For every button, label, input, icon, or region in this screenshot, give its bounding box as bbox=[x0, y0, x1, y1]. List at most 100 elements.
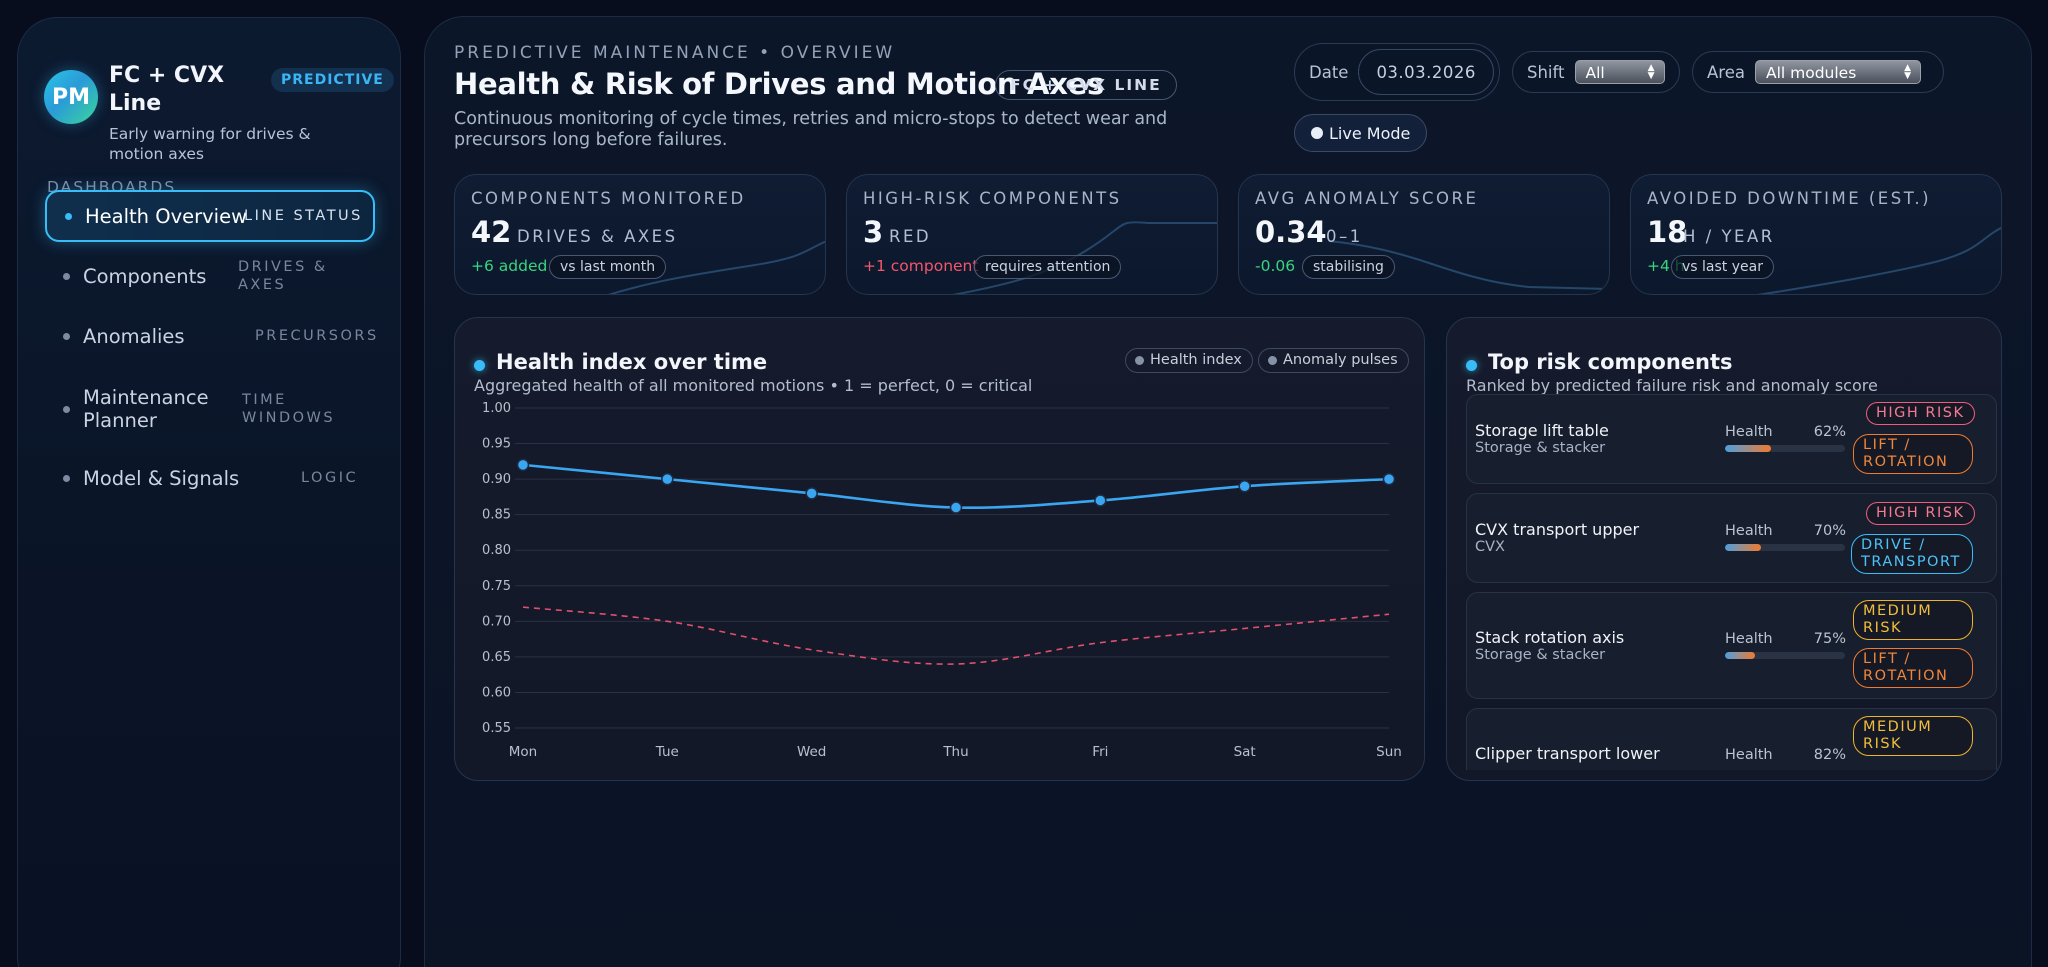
select-arrows-icon: ▲ ▼ bbox=[1647, 63, 1655, 81]
health-label: Health bbox=[1725, 424, 1773, 440]
health-index-point bbox=[1238, 479, 1251, 493]
active-dot-icon bbox=[65, 212, 72, 220]
component-area: Storage & stacker bbox=[1475, 647, 1606, 663]
risk-panel-subtitle: Ranked by predicted failure risk and ano… bbox=[1466, 376, 1878, 395]
sidebar-item-label: Maintenance Planner bbox=[83, 386, 209, 432]
panel-status-dot-icon bbox=[1466, 360, 1477, 371]
component-name: Clipper transport lower bbox=[1475, 744, 1660, 763]
risk-level-badge: MEDIUM RISK bbox=[1853, 716, 1973, 756]
bullet-icon bbox=[63, 405, 70, 413]
health-bar bbox=[1725, 652, 1845, 659]
kpi-comparison-chip: stabilising bbox=[1302, 255, 1395, 279]
sidebar-item-model-signals[interactable]: Model & Signals LOGIC bbox=[45, 452, 375, 504]
date-label: Date bbox=[1309, 62, 1349, 82]
live-mode-toggle[interactable]: Live Mode bbox=[1294, 114, 1428, 152]
kpi-comparison-chip: requires attention bbox=[974, 255, 1122, 279]
health-label: Health bbox=[1725, 523, 1773, 539]
legend-health-index[interactable]: Health index bbox=[1125, 348, 1253, 373]
health-label: Health bbox=[1725, 747, 1773, 763]
health-percent: 82% bbox=[1813, 747, 1846, 763]
x-tick-label: Wed bbox=[797, 744, 826, 760]
sidebar-item-label: Components bbox=[83, 264, 207, 288]
kpi-sparkline bbox=[952, 221, 1217, 294]
y-tick-label: 0.65 bbox=[482, 650, 511, 665]
line-badge: FC + CVX LINE bbox=[995, 70, 1177, 100]
health-bar bbox=[1725, 445, 1845, 452]
sidebar-item-label: Anomalies bbox=[83, 324, 185, 348]
health-index-point bbox=[805, 487, 818, 500]
bullet-icon bbox=[63, 332, 70, 340]
bullet-icon bbox=[63, 272, 70, 280]
sidebar-item-anomalies[interactable]: Anomalies PRECURSORS bbox=[45, 310, 376, 362]
risk-list-item[interactable]: CVX transport upper CVX Health 70% HIGH … bbox=[1466, 493, 1997, 583]
legend-anomaly-pulses[interactable]: Anomaly pulses bbox=[1258, 348, 1409, 373]
legend-label: Health index bbox=[1150, 352, 1242, 368]
sidebar-item-tag: TIME WINDOWS bbox=[242, 392, 336, 426]
health-panel-subtitle: Aggregated health of all monitored motio… bbox=[474, 376, 1033, 395]
kpi-label: AVOIDED DOWNTIME (EST.) bbox=[1647, 189, 1932, 208]
health-index-point bbox=[661, 472, 674, 486]
x-tick-label: Sun bbox=[1376, 744, 1402, 760]
kpi-high-risk-components: HIGH-RISK COMPONENTS 3 RED +1 component … bbox=[846, 174, 1218, 295]
panel-status-dot-icon bbox=[474, 360, 485, 371]
component-name: Storage lift table bbox=[1475, 421, 1609, 440]
component-name: Stack rotation axis bbox=[1475, 628, 1625, 647]
area-select[interactable]: All modules ▲ ▼ bbox=[1754, 60, 1921, 84]
kpi-sparkline bbox=[1328, 240, 1609, 290]
category-badge: LIFT / ROTATION bbox=[1853, 434, 1973, 474]
sidebar-item-tag: LOGIC bbox=[301, 470, 359, 486]
x-tick-label: Fri bbox=[1092, 744, 1108, 760]
select-arrows-icon: ▲ ▼ bbox=[1904, 63, 1911, 81]
health-index-chart: 1.00 0.95 0.90 0.85 0.80 0.75 0.70 0.65 0.60 0.55… bbox=[482, 401, 1402, 760]
legend-dot-icon bbox=[1268, 356, 1277, 365]
page-eyebrow: PREDICTIVE MAINTENANCE • OVERVIEW bbox=[454, 43, 896, 63]
sidebar-item-tag: DRIVES & AXES bbox=[238, 259, 328, 293]
risk-panel-title: Top risk components bbox=[1488, 350, 1733, 374]
health-percent: 62% bbox=[1813, 424, 1846, 440]
y-tick-label: 0.80 bbox=[482, 543, 511, 558]
health-panel-title: Health index over time bbox=[496, 350, 768, 374]
sidebar-item-maintenance-planner[interactable]: Maintenance Planner TIME WINDOWS bbox=[45, 378, 375, 440]
sidebar-item-tag: PRECURSORS bbox=[255, 328, 379, 344]
area-filter: Area All modules ▲ ▼ bbox=[1692, 51, 1944, 93]
sidebar-item-components[interactable]: Components DRIVES & AXES bbox=[45, 250, 375, 302]
shift-select[interactable]: All ▲ ▼ bbox=[1574, 60, 1665, 84]
risk-list-item[interactable]: Clipper transport lower Health 82% MEDIU… bbox=[1466, 708, 1997, 770]
area-select-value: All modules bbox=[1765, 64, 1857, 82]
risk-list-item[interactable]: Storage lift table Storage & stacker Hea… bbox=[1466, 394, 1997, 484]
kpi-value: 42 bbox=[471, 215, 512, 249]
sidebar-item-label: Model & Signals bbox=[83, 466, 240, 490]
health-index-panel: Health index over time Aggregated health… bbox=[454, 317, 1425, 781]
kpi-avg-anomaly-score: AVG ANOMALY SCORE 0.34 0–1 -0.06 stabili… bbox=[1238, 174, 1610, 295]
legend-label: Anomaly pulses bbox=[1283, 352, 1398, 368]
risk-component-list: Storage lift table Storage & stacker Hea… bbox=[1466, 394, 1997, 770]
kpi-comparison-chip: vs last year bbox=[1671, 255, 1774, 279]
y-tick-label: 0.70 bbox=[482, 614, 511, 629]
kpi-unit: DRIVES & AXES bbox=[517, 227, 678, 246]
y-tick-label: 0.85 bbox=[482, 508, 511, 523]
health-percent: 70% bbox=[1813, 523, 1846, 539]
brand-logo[interactable]: PM bbox=[44, 70, 98, 124]
kpi-delta: +6 added bbox=[471, 257, 548, 275]
date-input[interactable]: 03.03.2026 bbox=[1358, 49, 1494, 95]
component-area: CVX bbox=[1475, 539, 1505, 555]
y-tick-label: 0.60 bbox=[482, 685, 511, 700]
health-bar-fill bbox=[1725, 652, 1755, 659]
health-bar-fill bbox=[1725, 544, 1761, 551]
health-index-point bbox=[1382, 472, 1396, 486]
date-filter: Date 03.03.2026 bbox=[1294, 43, 1500, 101]
kpi-unit: RED bbox=[889, 227, 932, 246]
health-percent: 75% bbox=[1813, 631, 1846, 647]
kpi-components-monitored: COMPONENTS MONITORED 42 DRIVES & AXES +6… bbox=[454, 174, 826, 295]
shift-filter: Shift All ▲ ▼ bbox=[1512, 51, 1680, 93]
health-index-point bbox=[1094, 494, 1107, 507]
page-subtitle: Continuous monitoring of cycle times, re… bbox=[454, 109, 1168, 150]
y-tick-label: 1.00 bbox=[482, 401, 511, 416]
component-area: Storage & stacker bbox=[1475, 440, 1606, 456]
risk-list-item[interactable]: Stack rotation axis Storage & stacker He… bbox=[1466, 592, 1997, 699]
kpi-value: 0.34 bbox=[1255, 215, 1327, 249]
x-tick-label: Sat bbox=[1234, 744, 1256, 760]
sidebar-item-health-overview[interactable]: Health Overview LINE STATUS bbox=[45, 190, 375, 242]
x-tick-label: Tue bbox=[655, 744, 679, 760]
health-index-point bbox=[949, 501, 963, 514]
